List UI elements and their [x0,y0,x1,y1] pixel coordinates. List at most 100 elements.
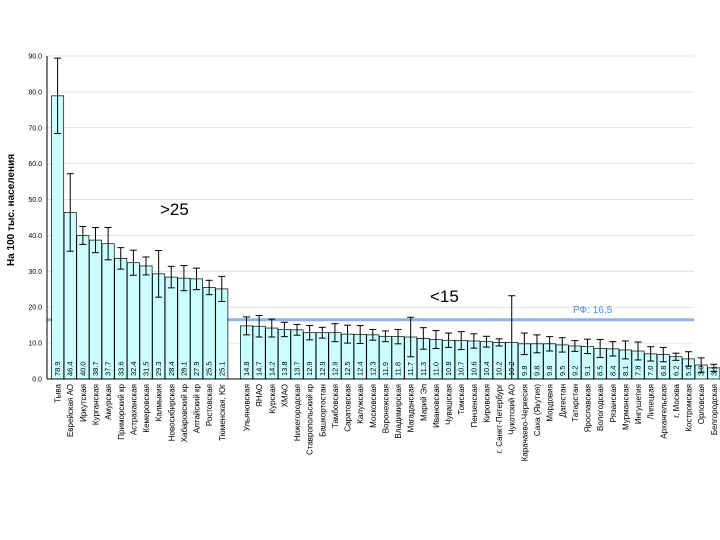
annotation-below-15: <15 [430,287,459,306]
annotation-above-25: >25 [160,200,189,219]
data-label: 10.4 [482,361,491,376]
data-label: 37.7 [104,361,113,376]
data-label: 10.2 [495,361,504,376]
category-label: Владимирская [394,384,403,438]
data-label: 29.3 [154,361,163,376]
data-label: 28.4 [167,361,176,376]
data-label: 13.7 [293,361,302,376]
category-label: Чукотский АО [508,384,517,435]
bar [101,243,115,380]
category-label: Новосибирская [167,384,176,441]
category-label: Мордовия [546,384,555,422]
category-label: Магаданская [407,384,416,432]
category-label: Пензенская [470,384,479,428]
category-label: Марий Эл [419,384,428,421]
category-label: Дагестан [558,384,567,418]
bar [114,258,128,380]
category-label: Чувашская [445,384,454,425]
error-bars [54,57,718,380]
y-axis-title: На 100 тыс. населения [6,154,17,266]
category-label: Ярославская [584,384,593,432]
category-label: ХМАО [280,384,289,407]
y-tick-label: 10.0 [28,341,42,348]
data-label: 9.8 [520,366,529,376]
category-label: Липецкая [647,384,656,420]
data-label: 11.7 [406,362,415,376]
data-label: 9.5 [558,366,567,376]
category-label: Амурская [104,384,113,420]
category-label: Тюменская, Юг [218,384,227,441]
category-label: Белгородская [710,384,719,435]
data-label: 10.2 [507,361,516,376]
data-label: 3.9 [697,366,706,376]
category-label: Кировская [482,384,491,423]
data-label: 14.2 [267,361,276,376]
category-label: г. Москва [672,383,681,417]
category-label: Еврейская АО [66,384,75,437]
category-label: Татарстан [571,384,580,422]
category-label: Костромская [685,384,694,432]
axes: 0.0 10.0 20.0 30.0 40.0 50.0 60.0 70.0 80.0 90.0 [28,54,694,384]
data-label: 6.8 [659,366,668,376]
category-label: Нижегородская [293,384,302,441]
data-label: 38.7 [91,361,100,376]
category-label: Курская [268,384,277,413]
y-tick-label: 90.0 [28,54,42,61]
data-label: 27.9 [192,361,201,376]
data-label: 40.0 [78,361,87,376]
y-tick-label: 0.0 [32,377,42,384]
category-label: Саратовская [344,384,353,432]
category-label: Башкортостан [318,384,327,437]
data-label: 28.1 [179,361,188,376]
data-label: 25.1 [217,361,226,376]
bar [76,235,90,380]
category-label: Астраханская [129,384,138,435]
category-label: Ингушетия [634,384,643,424]
data-label: 9.1 [583,366,592,376]
category-label: Московская [369,384,378,428]
data-label: 12.9 [305,361,314,376]
category-label: Ростовская [205,384,214,426]
category-label: Хабаровский кр [180,383,189,442]
y-tick-label: 80.0 [28,89,42,96]
category-label: Карачаево-Черкесия [520,384,529,461]
y-tick-label: 50.0 [28,197,42,204]
data-label: 12.3 [368,361,377,376]
data-label: 13.8 [280,361,289,376]
y-tick-label: 70.0 [28,125,42,132]
data-label: 10.8 [444,361,453,376]
category-label: Ульяновская [243,384,252,431]
category-label: Рязанская [609,384,618,422]
data-label: 9.2 [570,366,579,376]
data-label: 25.5 [205,361,214,376]
category-label: Томская [457,384,466,415]
data-label: 11.8 [394,362,403,376]
data-label: 12.5 [343,361,352,376]
data-label: 7.0 [646,366,655,376]
data-label: 8.5 [596,366,605,376]
category-label: г. Санкт-Петербург [495,384,504,453]
category-label: Кемеровская [142,384,151,433]
data-label: 9.8 [545,366,554,376]
data-label: 8.1 [621,366,630,376]
category-label: Приморский кр [117,383,126,439]
data-label: 6.2 [671,366,680,376]
category-label: Тыва [54,383,63,402]
category-label: Калужская [356,384,365,424]
data-label: 11.9 [381,362,390,376]
category-label: Вологодская [596,384,605,431]
data-label: 31.5 [142,361,151,376]
category-label: Саха (Якутия) [533,384,542,436]
data-label: 10.6 [469,361,478,376]
category-label: Ивановская [432,384,441,428]
data-label: 11.0 [431,362,440,376]
data-label: 10.7 [457,361,466,376]
category-label: Архангельская [659,384,668,439]
data-label: 9.8 [532,366,541,376]
bar [89,239,102,380]
category-label: Мурманская [621,384,630,430]
y-tick-label: 60.0 [28,161,42,168]
category-label: Иркутская [79,384,88,422]
